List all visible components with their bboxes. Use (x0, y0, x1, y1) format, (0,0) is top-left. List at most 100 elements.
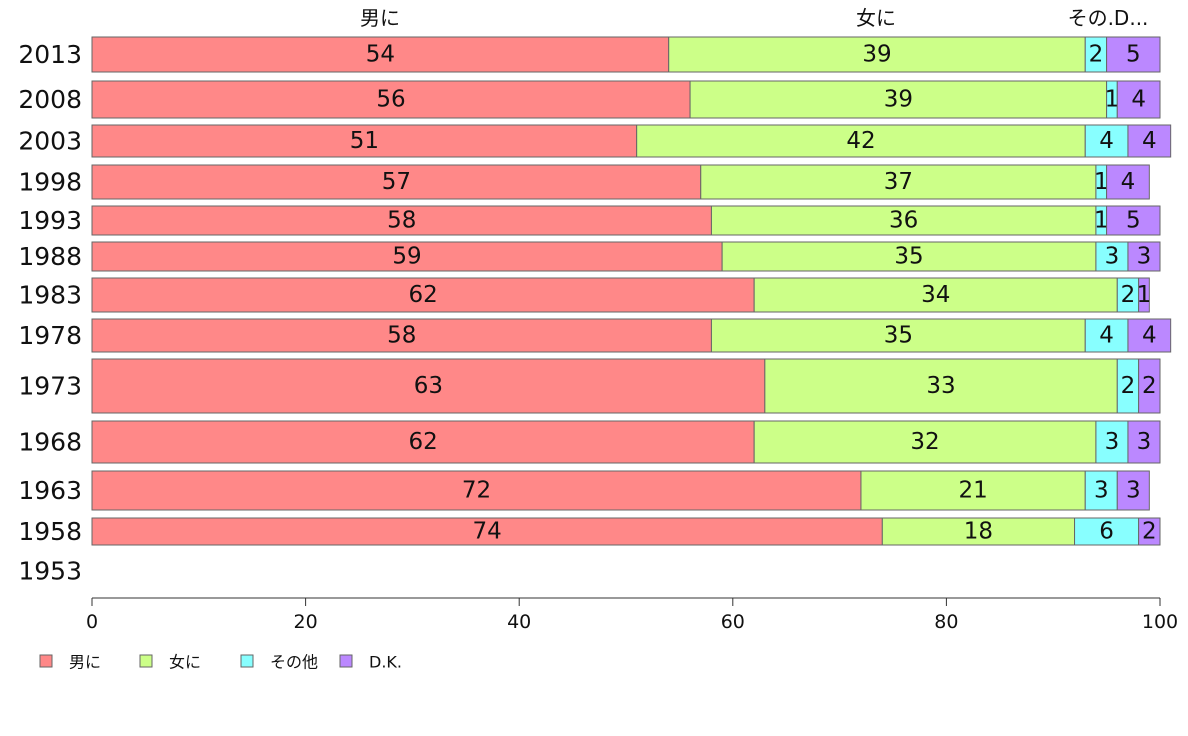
x-tick-label-40: 40 (507, 611, 531, 633)
year-label-1953: 1953 (18, 557, 82, 586)
data-label-1983-series-4: 1 (1137, 282, 1152, 308)
column-header-2: 女に (856, 6, 896, 30)
bar-1968-series-3 (1095, 420, 1129, 464)
year-label-2008: 2008 (18, 85, 82, 114)
data-label-1958-series-3: 6 (1099, 519, 1114, 545)
data-label-2003-series-3: 4 (1099, 128, 1114, 154)
year-label-1958: 1958 (18, 517, 82, 546)
data-label-1963-series-4: 3 (1126, 478, 1141, 504)
data-label-1978-series-2: 35 (884, 323, 913, 349)
data-label-2013-series-1: 54 (366, 42, 395, 68)
data-label-1993-series-1: 58 (387, 208, 416, 234)
legend-label-4: D.K. (369, 653, 402, 672)
x-tick-label-20: 20 (294, 611, 318, 633)
data-label-1988-series-3: 3 (1105, 244, 1120, 270)
bar-2003-series-3 (1084, 124, 1129, 158)
data-label-2013-series-3: 2 (1089, 42, 1104, 68)
bar-1978-series-4 (1127, 318, 1172, 353)
bar-1998-series-1 (91, 164, 702, 200)
bar-1988-series-3 (1095, 241, 1129, 272)
data-label-2008-series-1: 56 (376, 87, 405, 113)
legend-label-3: その他 (270, 653, 318, 672)
bar-1958-series-4 (1138, 517, 1161, 546)
bar-1973-series-2 (764, 358, 1118, 414)
bar-2003-series-4 (1127, 124, 1172, 158)
bar-1998-series-4 (1106, 164, 1150, 200)
year-label-1978: 1978 (18, 321, 82, 350)
data-label-1968-series-4: 3 (1137, 429, 1152, 455)
x-tick-label-80: 80 (934, 611, 958, 633)
bar-1993-series-1 (91, 205, 712, 236)
year-label-2003: 2003 (18, 127, 82, 156)
bar-1958-series-3 (1074, 517, 1140, 546)
year-label-2013: 2013 (18, 40, 82, 69)
data-label-2008-series-2: 39 (884, 87, 913, 113)
data-label-1963-series-1: 72 (462, 478, 491, 504)
bar-2013-series-1 (91, 36, 670, 73)
legend-swatch-4 (339, 654, 353, 668)
bar-1963-series-2 (860, 470, 1086, 511)
x-tick-label-0: 0 (86, 611, 98, 633)
bar-1963-series-4 (1116, 470, 1150, 511)
data-label-1998-series-4: 4 (1121, 169, 1136, 195)
data-label-2008-series-3: 1 (1105, 87, 1120, 113)
data-label-1958-series-1: 74 (473, 519, 502, 545)
data-label-1973-series-4: 2 (1142, 373, 1157, 399)
column-header-3: その.D... (1068, 6, 1149, 30)
column-header-1: 男に (360, 6, 400, 30)
bar-2008-series-2 (689, 80, 1108, 119)
data-label-2013-series-4: 5 (1126, 42, 1141, 68)
bar-1973-series-4 (1138, 358, 1161, 414)
data-label-1963-series-3: 3 (1094, 478, 1109, 504)
data-label-1983-series-2: 34 (921, 282, 950, 308)
legend: 男に 女に その他 D.K. (39, 653, 402, 672)
bar-1988-series-2 (721, 241, 1097, 272)
bar-2008-series-4 (1116, 80, 1161, 119)
data-label-1983-series-3: 2 (1121, 282, 1136, 308)
bar-1988-series-4 (1127, 241, 1161, 272)
legend-swatch-2 (139, 654, 153, 668)
data-label-1968-series-3: 3 (1105, 429, 1120, 455)
data-label-1968-series-2: 32 (910, 429, 939, 455)
x-axis: 0 20 40 60 80 100 (86, 597, 1178, 633)
bar-2003-series-2 (636, 124, 1086, 158)
legend-swatch-1 (39, 654, 53, 668)
legend-swatch-3 (240, 654, 254, 668)
data-label-1993-series-4: 5 (1126, 208, 1141, 234)
bar-2013-series-4 (1106, 36, 1161, 73)
data-label-1998-series-2: 37 (884, 169, 913, 195)
bar-1958-series-1 (91, 517, 883, 546)
bar-1978-series-3 (1084, 318, 1129, 353)
x-tick-label-60: 60 (721, 611, 745, 633)
bar-1963-series-1 (91, 470, 862, 511)
data-label-1978-series-3: 4 (1099, 323, 1114, 349)
bar-1993-series-2 (710, 205, 1097, 236)
data-label-1958-series-2: 18 (964, 519, 993, 545)
data-label-1973-series-2: 33 (926, 373, 955, 399)
year-label-1988: 1988 (18, 242, 82, 271)
year-label-1968: 1968 (18, 428, 82, 457)
data-label-1988-series-1: 59 (392, 244, 421, 270)
year-label-1983: 1983 (18, 281, 82, 310)
bar-1983-series-2 (753, 277, 1118, 313)
bar-1978-series-2 (710, 318, 1086, 353)
data-label-1978-series-1: 58 (387, 323, 416, 349)
data-label-1958-series-4: 2 (1142, 519, 1157, 545)
year-label-1993: 1993 (18, 206, 82, 235)
year-label-1998: 1998 (18, 168, 82, 197)
data-label-1988-series-2: 35 (894, 244, 923, 270)
bar-2003-series-1 (91, 124, 638, 158)
bar-1968-series-4 (1127, 420, 1161, 464)
data-label-1993-series-3: 1 (1094, 208, 1109, 234)
data-label-2003-series-1: 51 (350, 128, 379, 154)
bar-2008-series-1 (91, 80, 691, 119)
data-label-2003-series-2: 42 (846, 128, 875, 154)
year-label-1973: 1973 (18, 372, 82, 401)
data-label-1998-series-3: 1 (1094, 169, 1109, 195)
bar-1988-series-1 (91, 241, 723, 272)
bar-1993-series-4 (1106, 205, 1161, 236)
data-label-1978-series-4: 4 (1142, 323, 1157, 349)
bar-1963-series-3 (1084, 470, 1118, 511)
